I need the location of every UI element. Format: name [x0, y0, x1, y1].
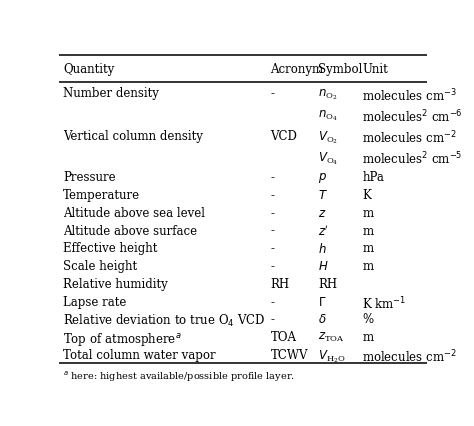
Text: Symbol: Symbol [318, 63, 363, 75]
Text: K: K [362, 189, 371, 201]
Text: molecules cm$^{-2}$: molecules cm$^{-2}$ [362, 129, 457, 146]
Text: -: - [271, 206, 274, 219]
Text: $z_{\mathregular{TOA}}$: $z_{\mathregular{TOA}}$ [318, 331, 345, 343]
Text: $V_{\mathregular{O_2}}$: $V_{\mathregular{O_2}}$ [318, 129, 338, 146]
Text: $\delta$: $\delta$ [318, 313, 327, 325]
Text: $V_{\mathregular{H_2O}}$: $V_{\mathregular{H_2O}}$ [318, 348, 346, 365]
Text: molecules$^{2}$ cm$^{-5}$: molecules$^{2}$ cm$^{-5}$ [362, 150, 463, 167]
Text: -: - [271, 313, 274, 325]
Text: m: m [362, 224, 374, 237]
Text: Vertical column density: Vertical column density [63, 129, 203, 142]
Text: Quantity: Quantity [63, 63, 114, 75]
Text: Top of atmosphere$^{a}$: Top of atmosphere$^{a}$ [63, 331, 182, 347]
Text: %: % [362, 313, 374, 325]
Text: $h$: $h$ [318, 242, 327, 256]
Text: $z$: $z$ [318, 206, 327, 219]
Text: RH: RH [318, 277, 337, 290]
Text: Relative deviation to true O$_4$ VCD: Relative deviation to true O$_4$ VCD [63, 313, 265, 329]
Text: -: - [271, 259, 274, 273]
Text: -: - [271, 224, 274, 237]
Text: m: m [362, 242, 374, 255]
Text: $z'$: $z'$ [318, 224, 329, 239]
Text: -: - [271, 295, 274, 308]
Text: Scale height: Scale height [63, 259, 137, 273]
Text: $\Gamma$: $\Gamma$ [318, 295, 327, 308]
Text: Unit: Unit [362, 63, 388, 75]
Text: Altitude above sea level: Altitude above sea level [63, 206, 205, 219]
Text: Number density: Number density [63, 87, 159, 100]
Text: $n_{\mathregular{O_4}}$: $n_{\mathregular{O_4}}$ [318, 108, 338, 123]
Text: $n_{\mathregular{O_2}}$: $n_{\mathregular{O_2}}$ [318, 87, 337, 102]
Text: TCWV: TCWV [271, 348, 308, 361]
Text: molecules cm$^{-3}$: molecules cm$^{-3}$ [362, 87, 457, 104]
Text: $T$: $T$ [318, 189, 328, 201]
Text: Altitude above surface: Altitude above surface [63, 224, 197, 237]
Text: $H$: $H$ [318, 259, 329, 273]
Text: -: - [271, 87, 274, 100]
Text: -: - [271, 189, 274, 201]
Text: m: m [362, 331, 374, 343]
Text: Temperature: Temperature [63, 189, 140, 201]
Text: molecules$^{2}$ cm$^{-6}$: molecules$^{2}$ cm$^{-6}$ [362, 108, 463, 125]
Text: $p$: $p$ [318, 171, 327, 185]
Text: Relative humidity: Relative humidity [63, 277, 168, 290]
Text: VCD: VCD [271, 129, 297, 142]
Text: -: - [271, 171, 274, 184]
Text: molecules cm$^{-2}$: molecules cm$^{-2}$ [362, 348, 457, 365]
Text: Total column water vapor: Total column water vapor [63, 348, 216, 361]
Text: m: m [362, 259, 374, 273]
Text: Effective height: Effective height [63, 242, 157, 255]
Text: hPa: hPa [362, 171, 384, 184]
Text: m: m [362, 206, 374, 219]
Text: K km$^{-1}$: K km$^{-1}$ [362, 295, 407, 311]
Text: TOA: TOA [271, 331, 296, 343]
Text: Lapse rate: Lapse rate [63, 295, 126, 308]
Text: Pressure: Pressure [63, 171, 116, 184]
Text: $^{a}$ here: highest available/possible profile layer.: $^{a}$ here: highest available/possible … [63, 368, 295, 383]
Text: Acronym: Acronym [271, 63, 324, 75]
Text: $V_{\mathregular{O_4}}$: $V_{\mathregular{O_4}}$ [318, 150, 338, 167]
Text: -: - [271, 242, 274, 255]
Text: RH: RH [271, 277, 290, 290]
